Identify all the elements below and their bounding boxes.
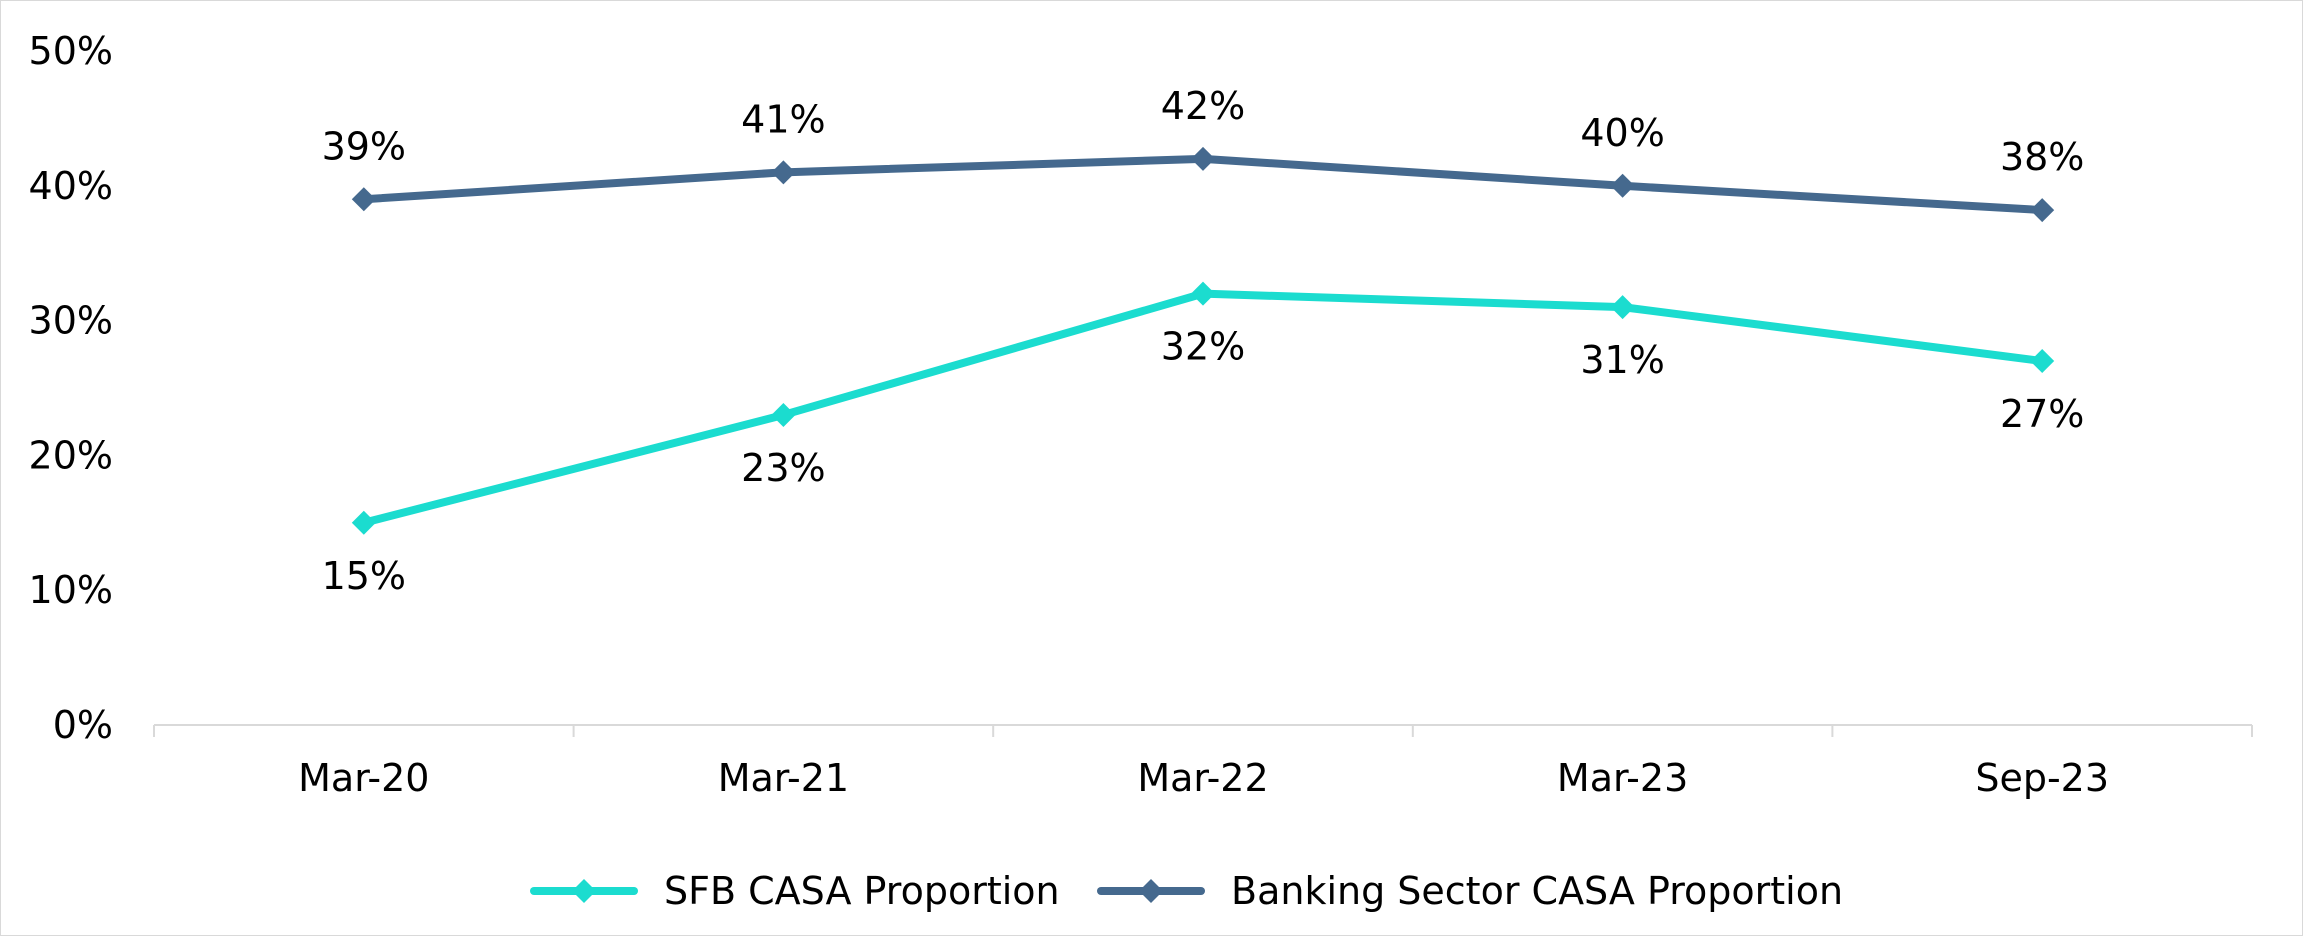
legend: SFB CASA Proportion Banking Sector CASA P… [530, 869, 1843, 913]
x-tick-label: Mar-21 [718, 756, 849, 800]
x-tick-label: Mar-22 [1137, 756, 1268, 800]
y-tick-label: 40% [29, 164, 113, 208]
data-label: 39% [322, 124, 406, 168]
y-tick-label: 10% [29, 568, 113, 612]
data-label: 31% [1580, 338, 1664, 382]
x-tick-label: Mar-20 [298, 756, 429, 800]
data-label: 32% [1161, 325, 1245, 369]
data-label-layer: 15% 23% 32% 31% 27% 39% 41% 42% 40% 38% [322, 84, 2085, 598]
legend-swatch-marker [572, 879, 596, 903]
data-point-marker [771, 402, 796, 427]
data-label: 27% [2000, 392, 2084, 436]
y-tick-label: 20% [29, 433, 113, 477]
data-point-marker [771, 160, 796, 185]
x-tick-label: Mar-23 [1557, 756, 1688, 800]
y-tick-label: 50% [29, 29, 113, 73]
data-point-marker [1191, 146, 1215, 171]
data-label: 40% [1580, 111, 1664, 155]
axis-layer: 0% 10% 20% 30% 40% 50% Mar-20 Mar-21 Mar-22 Mar-2… [29, 29, 2253, 800]
legend-label: Banking Sector CASA Proportion [1231, 869, 1843, 913]
data-label: 15% [322, 554, 406, 598]
data-point-marker [1191, 281, 1215, 306]
data-point-marker [2030, 349, 2055, 374]
legend-label: SFB CASA Proportion [664, 869, 1060, 913]
x-tick-label: Sep-23 [1975, 756, 2109, 800]
data-label: 41% [741, 97, 825, 141]
data-point-marker [351, 510, 376, 535]
data-point-marker [351, 187, 376, 212]
y-tick-label: 30% [29, 299, 113, 343]
data-label: 38% [2000, 135, 2084, 179]
data-point-marker [2030, 198, 2055, 223]
legend-swatch-marker [1139, 879, 1163, 903]
data-point-marker [1610, 173, 1635, 198]
data-label: 23% [741, 446, 825, 490]
series-layer [351, 146, 2055, 535]
y-tick-label: 0% [53, 703, 113, 747]
data-point-marker [1610, 295, 1635, 320]
data-label: 42% [1161, 84, 1245, 128]
